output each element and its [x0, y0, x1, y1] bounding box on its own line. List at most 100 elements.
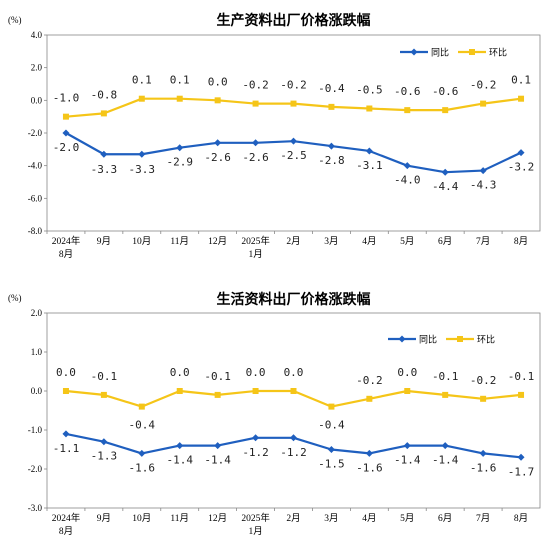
x-tick-label: 1月	[248, 526, 262, 537]
legend-label: 同比	[419, 334, 437, 346]
y-tick-label: 0.0	[31, 95, 43, 105]
data-label: 0.1	[511, 74, 531, 87]
x-tick-label: 7月	[476, 513, 490, 524]
data-point	[100, 438, 108, 446]
y-tick-label: 0.0	[31, 386, 43, 396]
data-label: 0.1	[132, 74, 152, 87]
data-point	[214, 391, 221, 398]
data-point	[214, 139, 222, 147]
data-label: -1.6	[356, 461, 383, 474]
y-tick-label: -8.0	[28, 226, 43, 236]
x-tick-label: 2024年	[52, 512, 81, 524]
x-tick-label: 8月	[59, 249, 73, 260]
data-point	[365, 147, 373, 155]
data-point	[214, 97, 221, 104]
data-point	[517, 453, 525, 461]
x-tick-label: 8月	[514, 513, 528, 524]
data-label: -0.2	[242, 79, 269, 92]
data-label: -1.4	[432, 454, 459, 467]
y-tick-label: -1.0	[28, 425, 43, 435]
data-label: -3.3	[91, 163, 118, 176]
x-tick-label: 12月	[208, 513, 227, 524]
y-tick-label: -4.0	[28, 161, 43, 171]
legend-marker	[410, 48, 418, 56]
x-tick-label: 5月	[400, 236, 414, 247]
data-label: -1.6	[129, 461, 156, 474]
x-tick-label: 8月	[59, 526, 73, 537]
data-label: -0.4	[318, 419, 345, 432]
data-point	[100, 391, 107, 398]
data-point	[479, 449, 487, 457]
data-label: 0.0	[284, 366, 304, 379]
data-point	[290, 388, 297, 394]
data-point	[517, 149, 525, 157]
data-label: -0.1	[91, 370, 118, 383]
x-tick-label: 7月	[476, 236, 490, 247]
x-tick-label: 10月	[132, 513, 151, 524]
x-tick-label: 2024年	[52, 235, 81, 247]
legend-label: 环比	[477, 334, 495, 346]
data-point	[366, 105, 373, 112]
data-label: -1.5	[318, 458, 345, 471]
data-point	[138, 150, 146, 158]
data-point	[138, 449, 146, 457]
x-tick-label: 3月	[324, 513, 338, 524]
data-label: -0.2	[470, 79, 497, 92]
legend-marker	[457, 336, 463, 342]
data-label: -0.2	[470, 374, 497, 387]
data-label: -0.4	[318, 82, 345, 95]
x-tick-label: 4月	[362, 236, 376, 247]
data-point	[138, 95, 145, 102]
data-point	[62, 129, 70, 137]
data-label: -0.6	[432, 85, 459, 98]
data-label: -1.0	[53, 92, 80, 105]
data-label: -1.2	[242, 446, 269, 459]
legend-marker	[398, 335, 406, 343]
data-point	[328, 403, 335, 410]
data-point	[62, 113, 69, 120]
data-label: -0.1	[432, 370, 459, 383]
data-label: -0.2	[280, 79, 307, 92]
x-tick-label: 2月	[286, 513, 300, 524]
legend-label: 环比	[489, 47, 507, 59]
data-point	[403, 442, 411, 450]
data-label: -0.8	[91, 88, 118, 101]
y-unit-label: (%)	[8, 15, 22, 25]
data-label: -0.4	[129, 419, 156, 432]
data-label: 0.0	[56, 366, 76, 379]
x-tick-label: 10月	[132, 236, 151, 247]
data-point	[441, 168, 449, 176]
x-tick-label: 11月	[170, 513, 189, 524]
x-tick-label: 5月	[400, 513, 414, 524]
data-label: -3.2	[508, 161, 535, 174]
data-point	[252, 388, 259, 394]
x-tick-label: 4月	[362, 513, 376, 524]
data-label: 0.0	[170, 366, 190, 379]
y-tick-label: 2.0	[31, 63, 43, 73]
data-label: -1.4	[394, 454, 421, 467]
plot-area	[46, 34, 541, 232]
y-tick-label: -2.0	[28, 128, 43, 138]
data-point	[176, 388, 183, 394]
data-point	[518, 95, 525, 102]
y-unit-label: (%)	[8, 293, 22, 303]
x-tick-label: 6月	[438, 513, 452, 524]
data-label: -4.4	[432, 180, 459, 193]
data-point	[62, 388, 69, 394]
x-tick-label: 1月	[248, 249, 262, 260]
data-label: 0.0	[397, 366, 417, 379]
data-label: -2.0	[53, 141, 80, 154]
x-tick-label: 3月	[324, 236, 338, 247]
data-point	[252, 139, 260, 147]
data-point	[100, 110, 107, 117]
data-label: -1.2	[280, 446, 307, 459]
data-label: -0.1	[508, 370, 535, 383]
data-label: -2.5	[280, 149, 307, 162]
data-point	[100, 150, 108, 158]
data-label: -3.1	[356, 159, 383, 172]
data-label: 0.0	[246, 366, 266, 379]
data-point	[404, 388, 411, 394]
x-tick-label: 2月	[286, 236, 300, 247]
data-label: 0.0	[208, 75, 228, 88]
data-point	[404, 107, 411, 114]
